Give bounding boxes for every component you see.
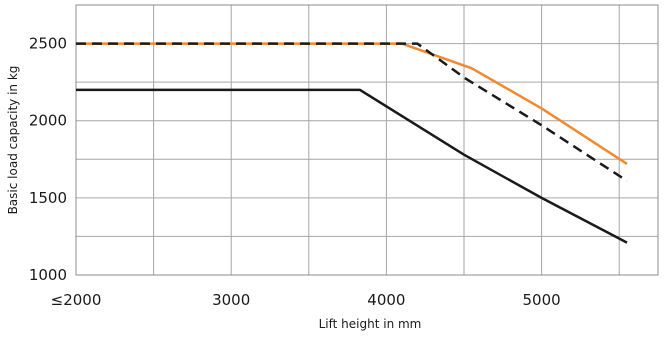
y-tick-label: 2000: [29, 112, 67, 130]
x-tick-label: 4000: [367, 291, 405, 309]
y-tick-label: 1000: [29, 266, 67, 284]
grid: [76, 5, 658, 275]
y-axis-title: Basic load capacity in kg: [6, 66, 20, 215]
x-tick-label: 5000: [523, 291, 561, 309]
plot-frame: [75, 4, 659, 276]
x-tick-label: ≤2000: [51, 291, 102, 309]
x-axis-ticks: ≤2000 3000 4000 5000: [51, 291, 561, 309]
y-tick-label: 2500: [29, 35, 67, 53]
x-tick-label: 3000: [212, 291, 250, 309]
series-line-black: [76, 88, 628, 244]
y-axis-ticks: 1000 1500 2000 2500: [29, 35, 67, 284]
x-axis-title: Lift height in mm: [319, 317, 422, 331]
series-line-dashed: [76, 42, 628, 182]
series-line-orange: [76, 42, 628, 165]
y-tick-label: 1500: [29, 189, 67, 207]
series-lines: [76, 42, 628, 244]
